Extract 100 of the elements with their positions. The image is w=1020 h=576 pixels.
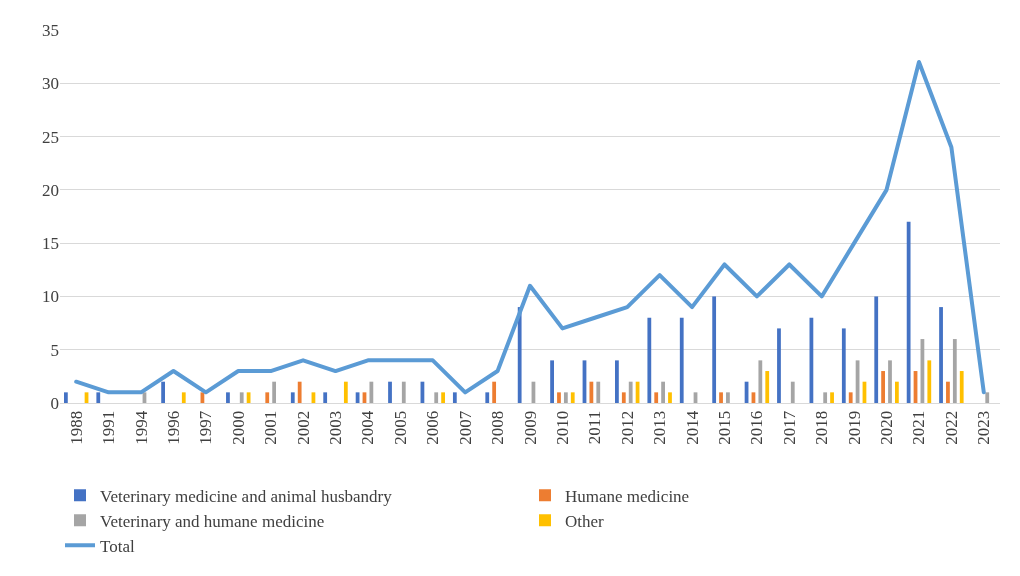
x-tick-label: 2022 [941,410,961,445]
x-tick-label: 2023 [974,410,994,445]
x-tick-label: 2005 [390,410,410,445]
x-tick-label: 2006 [423,410,443,445]
bar [290,392,295,403]
legend-label: Humane medicine [565,486,690,506]
bar [265,392,270,403]
x-tick-label: 2018 [812,410,832,445]
bar [952,339,957,403]
x-tick-label: 1994 [131,410,151,445]
bar [888,360,892,403]
x-tick-label: 2007 [455,410,475,445]
x-tick-label: 2017 [779,410,799,445]
x-tick-label: 2019 [844,410,864,445]
bar [881,371,885,403]
bar [226,392,230,403]
bar [777,328,781,403]
bar [596,381,601,403]
x-tick-label: 2000 [228,410,248,445]
x-tick-label: 2004 [358,410,378,445]
x-tick-label: 2013 [650,410,670,445]
x-tick-label: 1997 [196,410,216,445]
bar [297,381,302,403]
bar [272,381,277,403]
bar [927,360,932,403]
bar [181,392,186,403]
bar [441,392,445,403]
bar [841,328,846,403]
bar [679,317,684,403]
bar [959,371,964,403]
bar [434,392,439,403]
x-tick-label: 2010 [552,410,572,445]
x-tick-label: 2020 [877,410,897,445]
bar [719,392,723,403]
bar [985,392,990,403]
y-tick-label: 5 [50,340,59,360]
bar [712,296,717,403]
bar [161,381,166,403]
bar [848,392,853,403]
bar [765,371,770,403]
x-tick-label: 2016 [747,410,767,445]
bar [323,392,328,403]
bar [401,381,406,403]
x-tick-label: 2012 [617,410,637,445]
bar [874,296,879,403]
bar [946,381,950,403]
bar [63,392,68,403]
bar [654,392,659,403]
bar [589,381,594,403]
x-tick-label: 2003 [326,410,346,445]
y-tick-label: 25 [42,127,59,147]
bar [615,360,619,403]
bar [369,381,374,403]
bar [570,392,575,403]
bar [661,381,665,403]
bar [96,392,101,403]
x-tick-label: 2008 [488,410,508,445]
bar [485,392,490,403]
bar [239,392,244,403]
bar [758,360,763,403]
bar [823,392,828,403]
bar [628,381,633,403]
y-tick-label: 35 [42,20,59,40]
line-series [74,59,986,395]
bar [647,317,652,403]
x-tick-label: 2021 [909,410,929,445]
bar [388,381,392,403]
bar [668,392,672,403]
bar [939,307,943,403]
y-tick-label: 0 [50,393,59,413]
legend-label: Total [100,536,135,556]
bar [343,381,348,403]
x-tick-label: 2009 [520,410,540,445]
bar [550,360,554,403]
x-tick-label: 2014 [682,410,702,445]
bar [246,392,251,403]
bar [726,392,730,403]
x-tick-label: 2002 [293,410,313,445]
legend-label: Other [565,511,605,531]
y-tick-label: 15 [42,234,59,254]
x-tick-label: 1996 [163,410,183,445]
x-tick-label: 1988 [66,410,86,445]
bar [492,381,497,403]
x-tick-label: 2015 [715,410,735,445]
y-tick-label: 10 [42,287,59,307]
bar [621,392,626,403]
bar [894,381,899,403]
legend-label: Veterinary and humane medicine [100,511,325,531]
bar [563,392,568,403]
bar [830,392,834,403]
y-tick-label: 20 [42,180,59,200]
x-tick-label: 2011 [585,410,605,445]
bar [906,221,911,403]
bar [790,381,795,403]
bar [557,392,561,403]
x-tick-label: 1991 [99,410,119,445]
x-tick-label: 2001 [261,410,281,445]
legend-label: Veterinary medicine and animal husbandry [100,486,393,506]
bar [452,392,457,403]
y-tick-label: 30 [42,74,59,94]
